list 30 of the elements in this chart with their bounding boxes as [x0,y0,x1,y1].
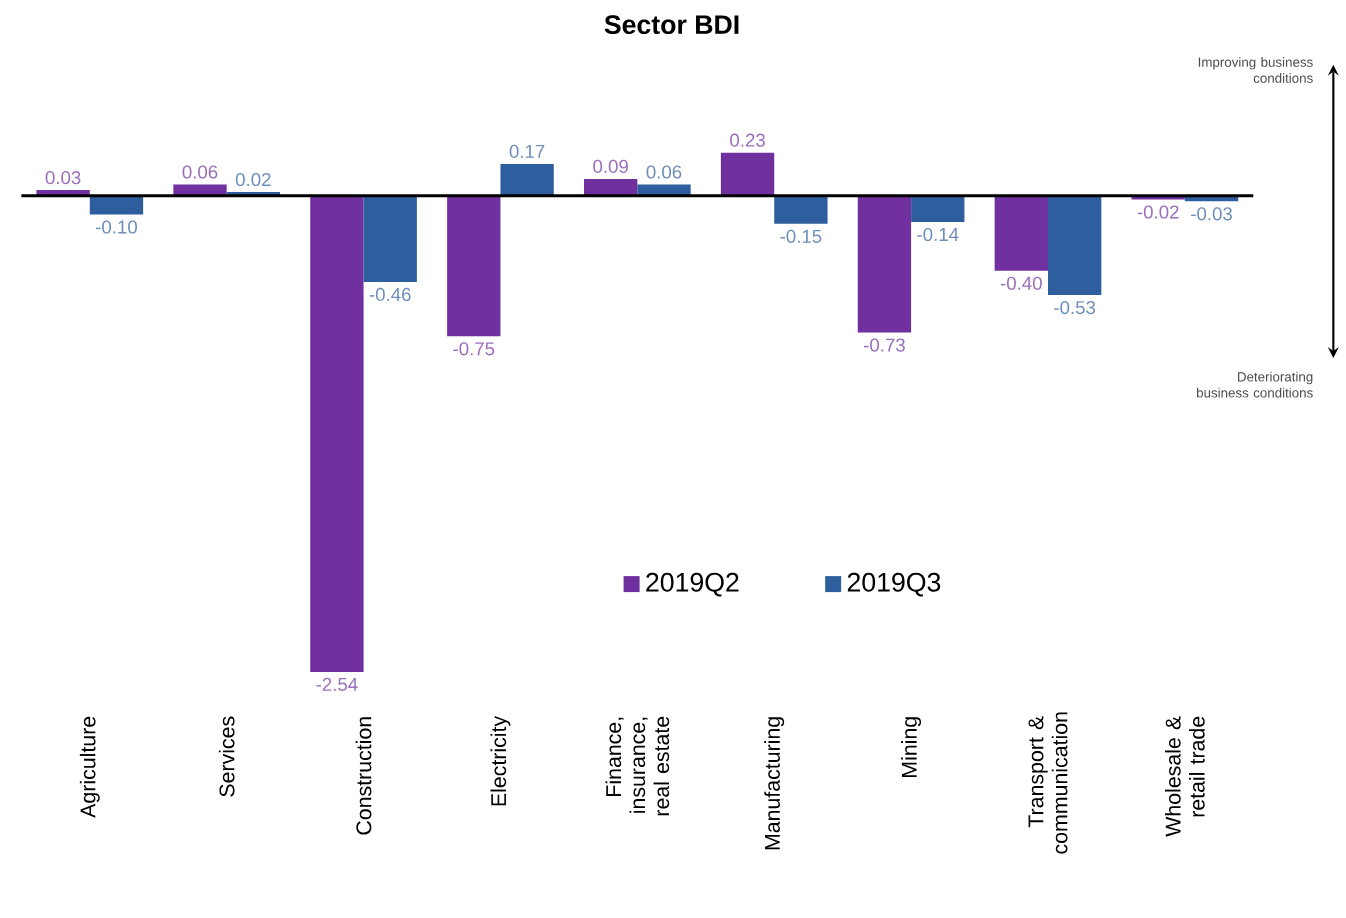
data-label: 0.09 [593,159,628,173]
data-label: -0.46 [369,287,411,302]
data-label: 0.03 [45,171,81,185]
x-tick-label: Mining [901,717,922,777]
data-label: -2.54 [316,677,358,691]
x-tick-label: Services [218,716,235,797]
x-tick-label: Electricity [490,715,511,806]
legend-label: 2019Q2 [646,572,739,597]
data-label: -0.40 [1000,276,1042,290]
data-label: -0.53 [1054,300,1096,315]
data-label: -0.15 [780,229,822,243]
x-tick-label: Finance, insurance, real estate [605,716,670,816]
data-label: -0.03 [1191,207,1232,221]
x-tick-label: Agriculture [79,716,100,818]
legend-label: 2019Q3 [847,572,941,597]
data-label: 0.02 [235,172,271,187]
data-label: 0.23 [730,133,765,147]
data-label: -0.73 [864,338,905,352]
x-tick-label: Manufacturing [764,717,785,850]
data-label: -0.02 [1137,205,1179,219]
chart-title: Sector BDI [604,15,739,35]
data-label: -0.14 [917,227,959,242]
data-label: -0.75 [453,342,495,356]
data-label: 0.06 [182,165,218,179]
x-tick-label: Construction [355,717,372,835]
x-tick-label: Wholesale & retail trade [1165,716,1205,837]
x-tick-label: Transport & communication [1028,712,1068,854]
data-label: 0.06 [646,165,682,179]
data-label: 0.17 [509,144,545,158]
data-label: -0.10 [96,220,138,234]
